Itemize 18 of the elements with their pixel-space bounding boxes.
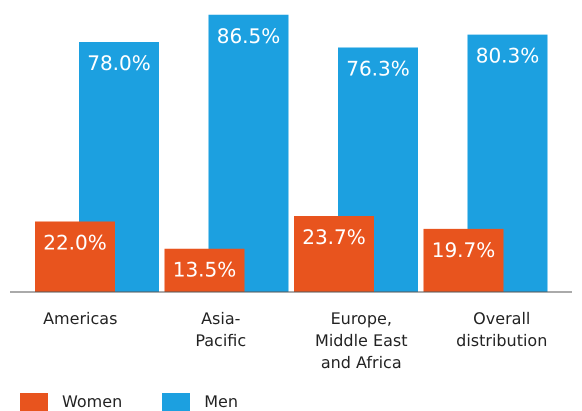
data-label: 80.3% — [476, 44, 540, 68]
x-tick-label: Americas — [43, 309, 118, 328]
data-label: 78.0% — [87, 51, 151, 76]
bar — [164, 248, 244, 292]
x-tick-label: Overall distribution — [456, 309, 548, 350]
data-label: 76.3% — [346, 56, 410, 80]
x-tick-label: Asia-Pacific — [195, 309, 246, 350]
bar — [35, 222, 115, 292]
bar — [424, 228, 504, 292]
data-label: 23.7% — [302, 225, 366, 250]
data-label: 86.5% — [216, 24, 280, 48]
bar — [294, 216, 374, 292]
data-label: 19.7% — [432, 238, 496, 262]
legend-label: Men — [204, 392, 238, 411]
x-tick-label: Europe, Middle East and Africa — [315, 309, 408, 372]
data-label: 22.0% — [43, 230, 107, 254]
data-label: 13.5% — [172, 258, 236, 282]
legend-label: Women — [62, 392, 122, 411]
